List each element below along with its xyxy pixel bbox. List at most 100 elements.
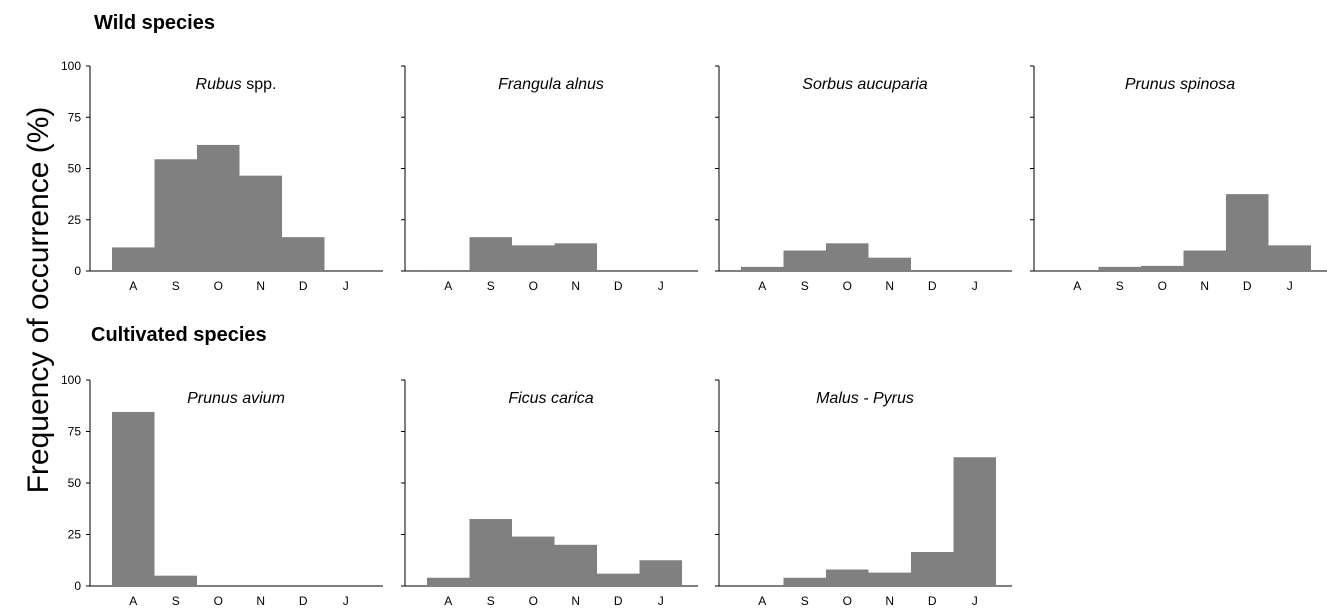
panel-title: Frangula alnus xyxy=(498,76,604,93)
x-tick-label: N xyxy=(256,594,265,608)
bar-J xyxy=(1268,245,1311,271)
bar-N xyxy=(1183,250,1226,271)
panel-title-species: Frangula alnus xyxy=(498,76,604,93)
panel-title-species: Malus - Pyrus xyxy=(816,390,914,407)
x-tick-label: A xyxy=(758,279,766,293)
panel-title-species: Prunus avium xyxy=(187,390,285,407)
panel-title-species: Prunus spinosa xyxy=(1125,76,1235,93)
bar-J xyxy=(953,457,996,586)
bar-S xyxy=(154,575,197,586)
x-tick-label: O xyxy=(529,594,538,608)
bar-S xyxy=(154,159,197,271)
bar-N xyxy=(554,243,597,271)
panel-title-species: Sorbus aucuparia xyxy=(802,76,928,93)
x-tick-label: J xyxy=(1287,279,1293,293)
y-tick-label: 75 xyxy=(68,425,82,439)
x-tick-label: N xyxy=(571,279,580,293)
group-title-cultivated: Cultivated species xyxy=(91,324,267,346)
x-tick-label: S xyxy=(172,279,180,293)
x-tick-label: J xyxy=(343,279,349,293)
x-tick-label: O xyxy=(1158,279,1167,293)
panel-title: Sorbus aucuparia xyxy=(802,76,928,93)
x-tick-label: S xyxy=(487,594,495,608)
x-tick-label: A xyxy=(129,594,137,608)
panel-6: A S O N D J Ficus carica xyxy=(401,379,698,608)
x-tick-label: O xyxy=(529,279,538,293)
panel-title: Rubus spp. xyxy=(196,76,277,93)
bar-A xyxy=(112,411,155,586)
panel-title-species: Rubus xyxy=(196,76,242,93)
bar-D xyxy=(282,237,325,271)
x-tick-label: A xyxy=(1073,279,1081,293)
x-tick-label: N xyxy=(571,594,580,608)
x-tick-label: N xyxy=(1200,279,1209,293)
bar-A xyxy=(741,266,784,271)
bar-D xyxy=(911,552,954,586)
x-tick-label: O xyxy=(214,594,223,608)
x-tick-label: S xyxy=(1116,279,1124,293)
panel-title: Malus - Pyrus xyxy=(816,390,914,407)
panel-5: 0 25 50 75 100 A S O N D J Prunus avium xyxy=(61,373,383,608)
panel-title-species: Ficus carica xyxy=(508,390,593,407)
panel-2: A S O N D J Frangula alnus xyxy=(401,65,698,293)
bar-O xyxy=(826,243,869,271)
x-tick-label: D xyxy=(299,594,308,608)
x-tick-label: J xyxy=(972,594,978,608)
x-tick-label: D xyxy=(928,594,937,608)
bar-S xyxy=(783,577,826,586)
bar-A xyxy=(427,577,470,586)
panel-title: Ficus carica xyxy=(508,390,593,407)
x-tick-label: O xyxy=(843,279,852,293)
panel-4: A S O N D J Prunus spinosa xyxy=(1030,65,1327,293)
x-tick-label: O xyxy=(843,594,852,608)
bar-A xyxy=(427,269,470,271)
bar-O xyxy=(826,569,869,586)
y-tick-label: 100 xyxy=(61,59,81,73)
bar-D xyxy=(597,573,640,586)
y-tick-label: 0 xyxy=(74,579,81,593)
bar-O xyxy=(197,584,240,586)
x-tick-label: A xyxy=(129,279,137,293)
y-tick-label: 25 xyxy=(68,213,82,227)
panel-3: A S O N D J Sorbus aucuparia xyxy=(715,65,1012,293)
bar-O xyxy=(512,536,555,586)
x-tick-label: D xyxy=(614,594,623,608)
bar-N xyxy=(239,175,282,271)
x-tick-label: S xyxy=(487,279,495,293)
y-tick-label: 50 xyxy=(68,476,82,490)
bar-D xyxy=(1226,194,1269,271)
x-tick-label: S xyxy=(801,279,809,293)
group-title-wild: Wild species xyxy=(94,12,215,34)
panel-7: A S O N D J Malus - Pyrus xyxy=(715,379,1012,608)
x-tick-label: N xyxy=(885,279,894,293)
x-tick-label: A xyxy=(758,594,766,608)
x-tick-label: D xyxy=(1243,279,1252,293)
bar-S xyxy=(783,250,826,271)
x-tick-label: J xyxy=(658,279,664,293)
x-tick-label: J xyxy=(658,594,664,608)
y-tick-label: 100 xyxy=(61,373,81,387)
bar-O xyxy=(512,245,555,271)
bar-N xyxy=(868,572,911,586)
x-tick-label: A xyxy=(444,594,452,608)
x-tick-label: S xyxy=(172,594,180,608)
y-tick-label: 25 xyxy=(68,528,82,542)
chart-panels: 0 25 50 75 100 A S O N D J Rubus spp. A S O N D J Frangula… xyxy=(61,59,1327,608)
x-tick-label: N xyxy=(256,279,265,293)
panel-title: Prunus spinosa xyxy=(1125,76,1235,93)
bar-O xyxy=(1141,265,1184,271)
bar-S xyxy=(469,519,512,586)
bar-A xyxy=(112,247,155,271)
bar-J xyxy=(639,560,682,586)
panel-title-suffix: spp. xyxy=(242,76,277,93)
x-tick-label: N xyxy=(885,594,894,608)
bar-N xyxy=(868,257,911,271)
bar-N xyxy=(554,544,597,586)
x-tick-label: D xyxy=(928,279,937,293)
bar-S xyxy=(469,237,512,271)
x-tick-label: O xyxy=(214,279,223,293)
y-tick-label: 0 xyxy=(74,264,81,278)
panel-title: Prunus avium xyxy=(187,390,285,407)
x-tick-label: D xyxy=(299,279,308,293)
